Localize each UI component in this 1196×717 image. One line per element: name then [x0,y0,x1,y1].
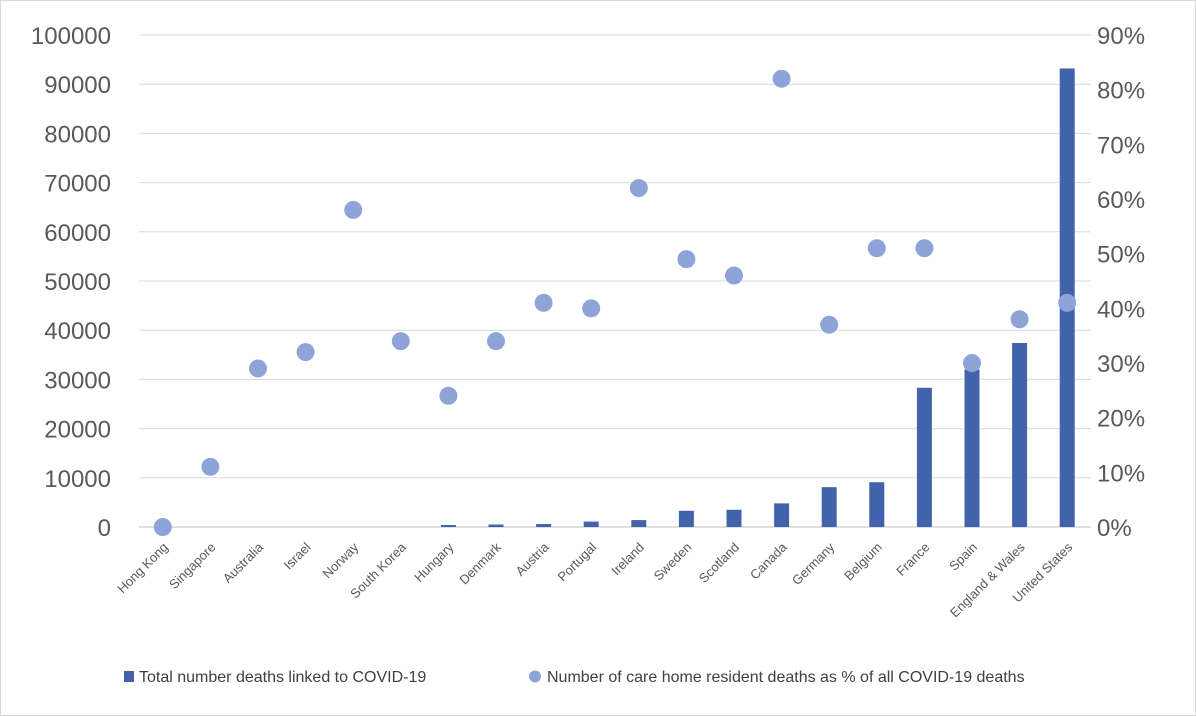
legend-scatter-swatch [529,670,541,683]
bar [536,524,552,527]
category-label: Austria [512,539,552,579]
scatter-point [725,266,743,285]
scatter-point [820,315,839,334]
category-label: Denmark [456,539,504,587]
scatter-point [201,457,220,476]
legend: Total number deaths linked to COVID-19 N… [124,669,1025,686]
category-label: Norway [320,539,362,581]
scatter-point [629,179,648,198]
bar [1012,342,1028,527]
bar [678,510,694,527]
scatter-point [153,518,172,536]
bar [726,509,742,527]
right-axis-tick-label: 60% [1097,187,1145,214]
category-label: Scotland [696,540,742,586]
scatter-series [153,69,1077,536]
legend-scatter-label: Number of care home resident deaths as %… [547,669,1025,686]
category-label: Israel [281,539,314,572]
scatter-point [963,354,981,372]
category-label: Belgium [841,540,885,584]
category-label: Hungary [411,539,457,585]
right-axis-tick-label: 10% [1097,460,1145,487]
category-label: France [893,540,932,579]
scatter-point [772,69,791,88]
left-axis-tick-label: 20000 [44,417,111,444]
scatter-point [867,239,886,258]
bar [916,387,932,527]
left-axis-tick-label: 90000 [44,72,111,99]
category-label: Hong Kong [114,540,171,597]
bar [631,520,647,527]
scatter-point [1010,310,1029,329]
category-label: Canada [747,539,790,582]
gridlines [139,34,1091,528]
bar [774,503,790,527]
bar [964,369,980,527]
right-axis-tick-label: 90% [1097,23,1145,50]
right-axis-tick-label: 20% [1097,406,1145,433]
right-axis-tick-label: 40% [1097,296,1145,323]
legend-bar-label: Total number deaths linked to COVID-19 [139,669,426,686]
left-axis-ticks: 1000009000080000700006000050000400003000… [31,23,111,542]
scatter-point [249,359,267,378]
category-label: Sweden [651,540,695,584]
left-axis-tick-label: 40000 [44,318,111,345]
category-label: Singapore [166,540,219,593]
right-axis-tick-label: 50% [1097,242,1145,269]
scatter-point [915,239,934,258]
bar-series [440,68,1075,528]
left-axis-tick-label: 80000 [44,121,111,148]
category-label: Ireland [608,540,647,579]
scatter-point [1058,293,1077,312]
right-axis-tick-label: 30% [1097,351,1145,378]
bar [440,525,456,527]
scatter-point [344,200,363,219]
left-axis-tick-label: 50000 [44,269,111,296]
bar [869,482,885,527]
scatter-point [582,299,601,318]
left-axis-tick-label: 70000 [44,171,111,198]
left-axis-tick-label: 10000 [44,466,111,493]
category-label: Germany [789,539,838,588]
left-axis-tick-label: 0 [98,515,111,542]
right-axis-tick-label: 0% [1097,515,1132,542]
category-label: Portugal [554,539,599,584]
scatter-point [677,250,696,269]
scatter-point [534,293,553,312]
bar [488,524,504,527]
scatter-point [296,343,315,362]
left-axis-tick-label: 60000 [44,220,111,247]
category-label: Spain [946,540,980,574]
category-label: Australia [220,539,267,586]
bar [583,521,599,527]
bar [821,487,837,527]
right-axis-ticks: 90% 80% 70% 60% 50% 40% 30% 20% 10% 0% [1097,23,1145,542]
right-axis-tick-label: 80% [1097,78,1145,105]
scatter-point [439,386,458,405]
legend-bar-swatch [124,671,134,682]
left-axis-tick-label: 30000 [44,367,111,394]
scatter-point [391,332,410,351]
left-axis-tick-label: 100000 [31,23,111,50]
scatter-point [487,332,505,351]
right-axis-tick-label: 70% [1097,132,1145,159]
